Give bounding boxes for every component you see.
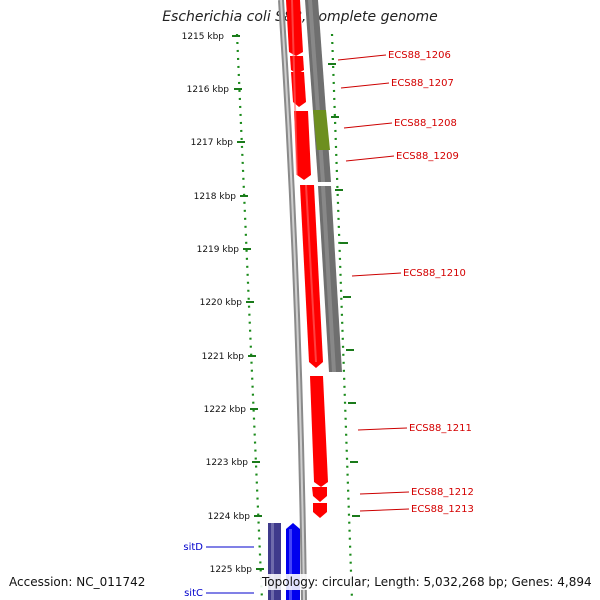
gene-label: sitC xyxy=(184,588,203,599)
ruler-ticks xyxy=(232,35,360,570)
gene-label: ECS88_1209 xyxy=(396,151,459,162)
label-leaders xyxy=(206,54,410,594)
gene-arrow-ecs88-1207a xyxy=(290,56,304,74)
gene-arrow-ecs88-1208 xyxy=(294,111,311,180)
tick-label: 1215 kbp xyxy=(182,32,225,42)
genome-backbone xyxy=(278,0,307,600)
tick-label: 1222 kbp xyxy=(204,405,247,415)
cds-highlight-green xyxy=(313,110,330,150)
gene-label: ECS88_1211 xyxy=(409,423,472,434)
gene-arrows-red xyxy=(286,0,328,518)
tick-label: 1219 kbp xyxy=(197,245,240,255)
gene-arrow-ecs88-1212 xyxy=(312,487,327,502)
footer-left-bg xyxy=(4,574,150,590)
gene-arrow-ecs88-1213 xyxy=(313,503,327,518)
gene-arrow-ecs88-1211 xyxy=(310,376,328,487)
tick-label: 1218 kbp xyxy=(194,192,237,202)
gene-label: ECS88_1208 xyxy=(394,118,457,129)
cds-track-gray xyxy=(305,0,342,372)
gene-label: ECS88_1213 xyxy=(411,504,474,515)
tick-label: 1217 kbp xyxy=(191,138,234,148)
tick-label: 1224 kbp xyxy=(208,512,251,522)
ruler-dots-left xyxy=(235,33,264,600)
footer-right-bg xyxy=(256,574,594,590)
gene-arrow-ecs88-1206 xyxy=(286,0,303,56)
tick-label: 1220 kbp xyxy=(200,298,243,308)
tick-label: 1221 kbp xyxy=(202,352,245,362)
gene-label: ECS88_1210 xyxy=(403,268,466,279)
gene-labels: ECS88_1206 ECS88_1207 ECS88_1208 ECS88_1… xyxy=(183,50,473,599)
tick-labels: 1215 kbp 1216 kbp 1217 kbp 1218 kbp 1219… xyxy=(182,32,253,575)
tick-label: 1225 kbp xyxy=(210,565,253,575)
tick-label: 1216 kbp xyxy=(187,85,230,95)
accession-text: Accession: NC_011742 xyxy=(9,575,146,589)
tick-label: 1223 kbp xyxy=(206,458,249,468)
gene-label: ECS88_1212 xyxy=(411,487,474,498)
gene-label: ECS88_1206 xyxy=(388,50,451,61)
genome-summary-text: Topology: circular; Length: 5,032,268 bp… xyxy=(262,575,592,589)
gene-label: ECS88_1207 xyxy=(391,78,454,89)
gene-label: sitD xyxy=(183,542,203,553)
